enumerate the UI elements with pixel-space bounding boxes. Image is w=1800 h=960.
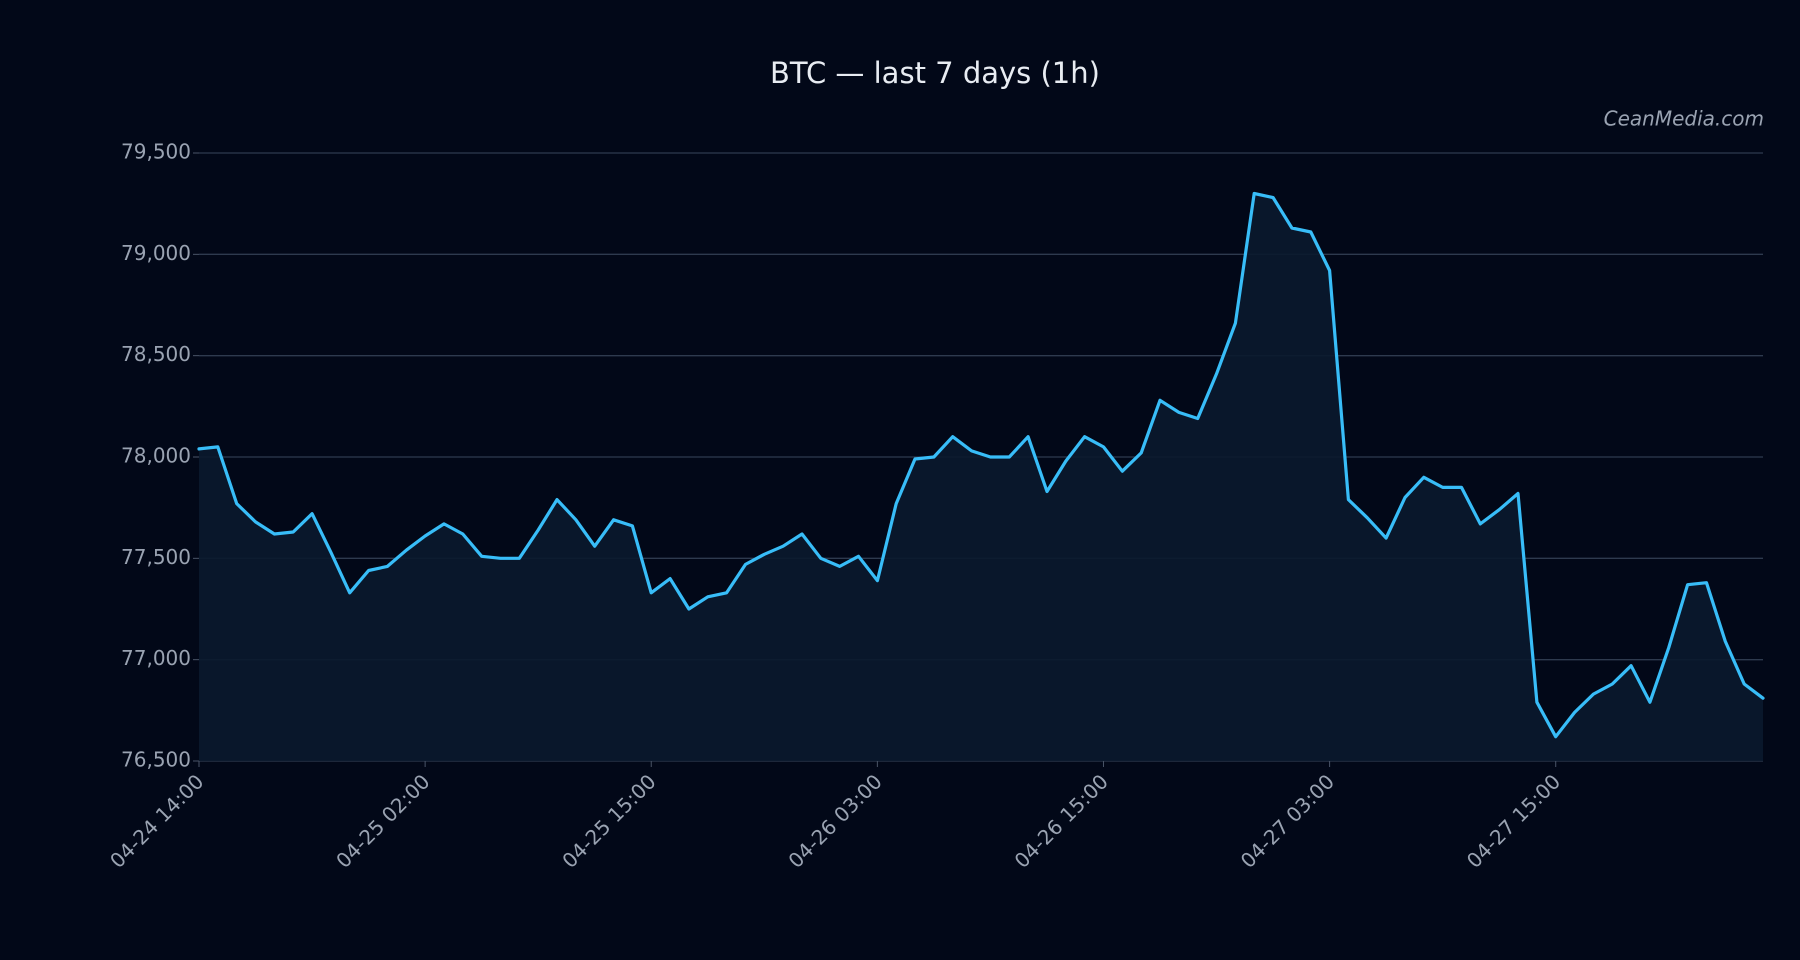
y-tick-label: 78,500 [121,342,191,366]
y-tick-label: 76,500 [121,748,191,772]
y-tick-label: 78,000 [121,444,191,468]
line [197,191,1765,739]
watermark: CeanMedia.com [1604,107,1764,131]
y-tick-label: 79,000 [121,241,191,265]
y-tick-label: 77,000 [121,646,191,670]
chart-title: BTC — last 7 days (1h) [770,56,1100,90]
y-tick-label: 79,500 [121,140,191,164]
area [199,193,1763,761]
y-tick-label: 77,500 [121,545,191,569]
